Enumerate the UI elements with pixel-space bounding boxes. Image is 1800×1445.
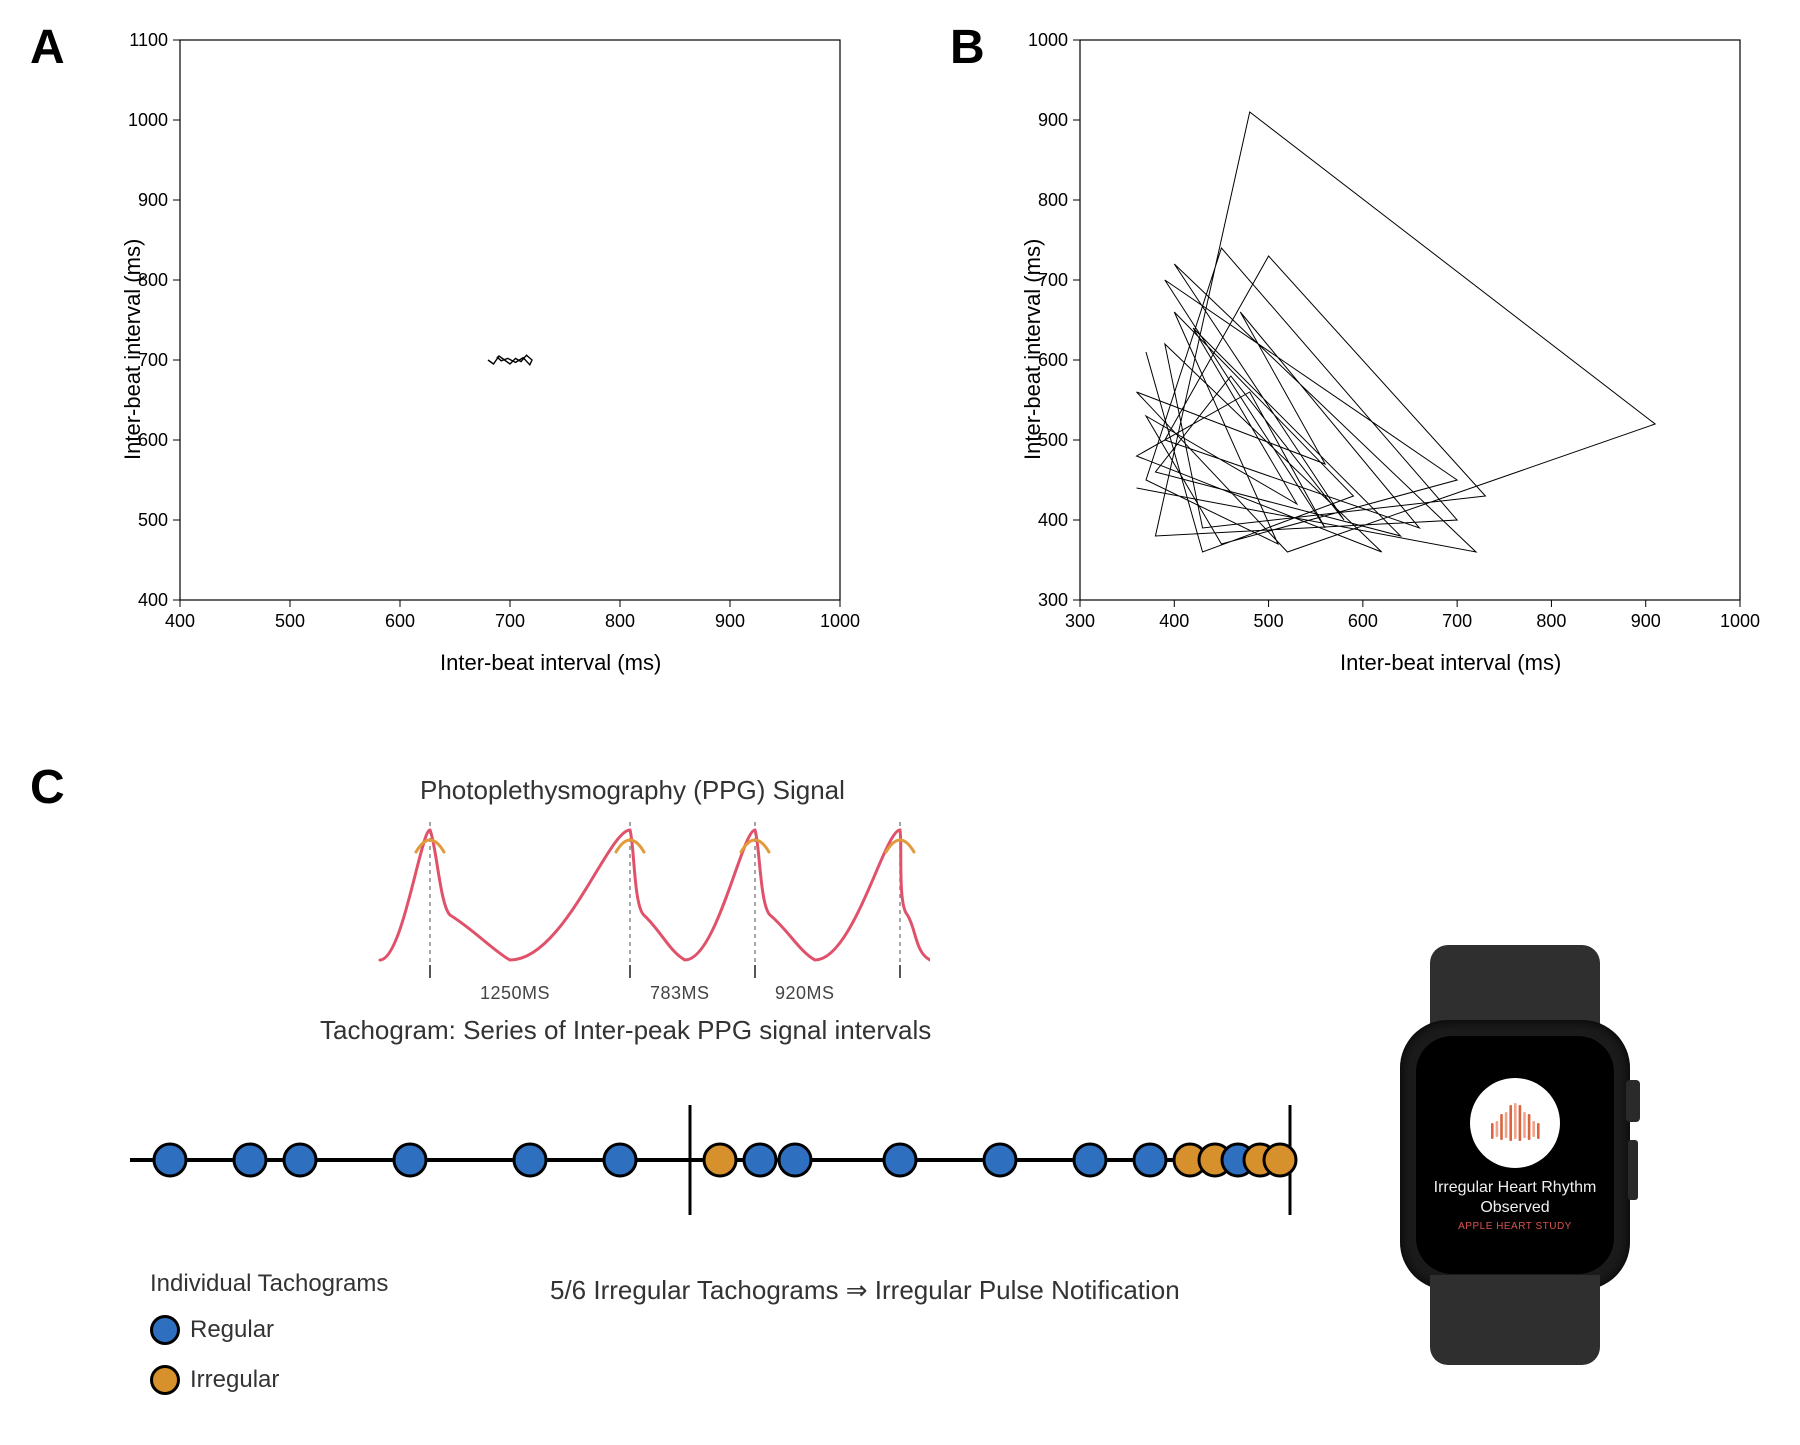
svg-text:400: 400 <box>1159 611 1189 631</box>
svg-text:300: 300 <box>1065 611 1095 631</box>
watch-text-secondary: APPLE HEART STUDY <box>1458 1221 1572 1232</box>
svg-text:900: 900 <box>715 611 745 631</box>
svg-text:700: 700 <box>495 611 525 631</box>
svg-text:1000: 1000 <box>1720 611 1760 631</box>
ppg-interval-1: 783MS <box>650 983 710 1004</box>
ppg-subtitle: Tachogram: Series of Inter-peak PPG sign… <box>320 1015 931 1046</box>
chart-b-xlabel: Inter-beat interval (ms) <box>1340 650 1561 676</box>
svg-text:500: 500 <box>1254 611 1284 631</box>
panel-label-b: B <box>950 20 985 75</box>
legend-dot-regular <box>150 1315 180 1345</box>
panel-label-c: C <box>30 760 65 815</box>
figure-root: A B C 400 500 600 700 800 900 1000 400 500 600 700… <box>20 20 1780 1425</box>
svg-text:1000: 1000 <box>820 611 860 631</box>
chart-b-svg: 3004005006007008009001000300400500600700… <box>1010 30 1790 650</box>
legend-regular: Regular <box>150 1315 274 1345</box>
tachogram-strip-svg <box>120 1070 1320 1250</box>
ppg-interval-2: 920MS <box>775 983 835 1004</box>
legend-label-irregular: Irregular <box>190 1366 279 1394</box>
watch-side-button <box>1628 1140 1638 1200</box>
chart-b-ylabel: Inter-beat interval (ms) <box>1020 239 1046 460</box>
svg-text:1000: 1000 <box>128 110 168 130</box>
svg-text:400: 400 <box>165 611 195 631</box>
chart-a: 4005006007008009001000400500600700800900… <box>110 30 890 690</box>
svg-text:600: 600 <box>385 611 415 631</box>
svg-text:400: 400 <box>1038 510 1068 530</box>
watch-body: Irregular Heart Rhythm Observed APPLE HE… <box>1400 1020 1630 1290</box>
ppg-svg <box>370 810 930 980</box>
watch-heart-icon <box>1470 1078 1560 1168</box>
watch-crown <box>1626 1080 1640 1122</box>
watch-screen: Irregular Heart Rhythm Observed APPLE HE… <box>1416 1036 1614 1274</box>
svg-text:800: 800 <box>1038 190 1068 210</box>
smartwatch: Irregular Heart Rhythm Observed APPLE HE… <box>1400 1020 1630 1290</box>
svg-text:900: 900 <box>138 190 168 210</box>
svg-text:300: 300 <box>1038 590 1068 610</box>
ppg-interval-0: 1250MS <box>480 983 550 1004</box>
svg-text:1100: 1100 <box>129 30 168 50</box>
panel-label-a: A <box>30 20 65 75</box>
svg-text:900: 900 <box>1038 110 1068 130</box>
chart-a-ylabel: Inter-beat interval (ms) <box>120 239 146 460</box>
legend-dot-irregular <box>150 1365 180 1395</box>
svg-text:700: 700 <box>1442 611 1472 631</box>
watch-strap-bottom <box>1430 1275 1600 1365</box>
legend-title: Individual Tachograms <box>150 1270 388 1298</box>
watch-text-primary: Irregular Heart Rhythm Observed <box>1426 1178 1604 1216</box>
heart-bars-icon <box>1483 1091 1547 1155</box>
svg-text:800: 800 <box>1536 611 1566 631</box>
svg-text:400: 400 <box>138 590 168 610</box>
svg-text:900: 900 <box>1631 611 1661 631</box>
svg-text:500: 500 <box>275 611 305 631</box>
svg-text:600: 600 <box>1348 611 1378 631</box>
chart-a-svg: 4005006007008009001000400500600700800900… <box>110 30 890 650</box>
notification-text: 5/6 Irregular Tachograms ⇒ Irregular Pul… <box>550 1275 1180 1306</box>
legend-irregular: Irregular <box>150 1365 279 1395</box>
chart-b: 3004005006007008009001000300400500600700… <box>1010 30 1790 690</box>
ppg-title: Photoplethysmography (PPG) Signal <box>420 775 845 806</box>
legend-label-regular: Regular <box>190 1316 274 1344</box>
chart-a-xlabel: Inter-beat interval (ms) <box>440 650 661 676</box>
svg-text:1000: 1000 <box>1028 30 1068 50</box>
svg-text:500: 500 <box>138 510 168 530</box>
svg-text:800: 800 <box>605 611 635 631</box>
